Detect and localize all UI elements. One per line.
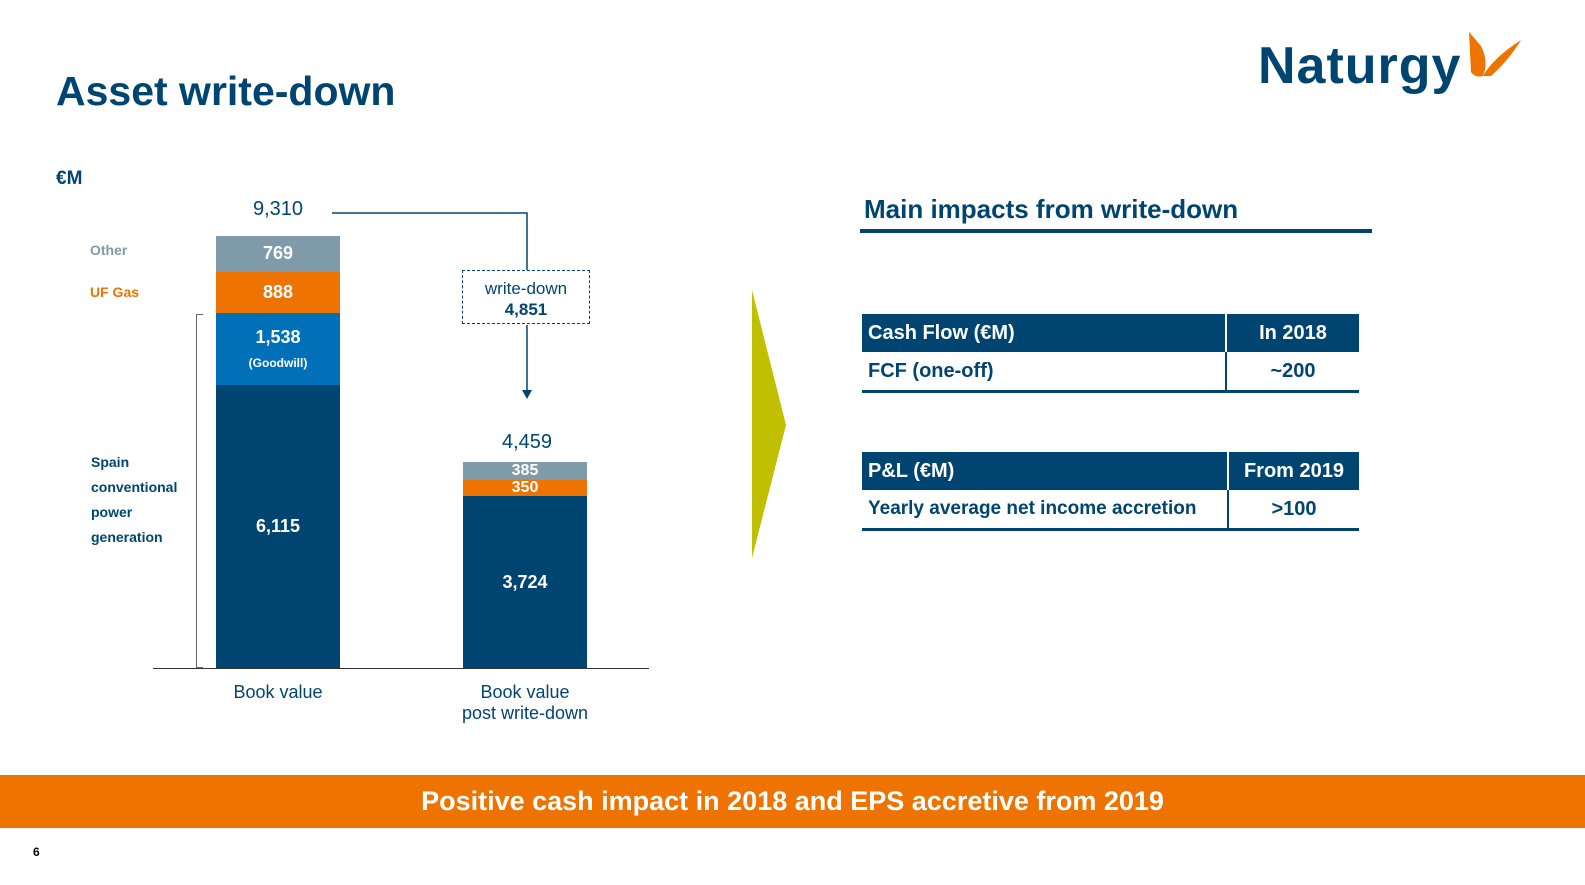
x-label-line: post write-down bbox=[461, 703, 589, 723]
unit-label: €M bbox=[56, 168, 83, 189]
annotation-line: write-down bbox=[484, 279, 568, 298]
bar-segment-other: 769 bbox=[216, 236, 340, 272]
legend-spain: Spain conventional power generation bbox=[91, 450, 177, 550]
cell: Yearly average net income accretion bbox=[862, 490, 1228, 531]
legend-other: Other bbox=[90, 242, 128, 258]
conclusion-banner: Positive cash impact in 2018 and EPS acc… bbox=[0, 775, 1585, 828]
butterfly-icon bbox=[1469, 32, 1522, 77]
bar-post-write-down: 3,724 350 385 bbox=[463, 462, 587, 669]
header-cell: P&L (€M) bbox=[862, 452, 1228, 490]
data-label: 888 bbox=[262, 281, 294, 302]
x-axis bbox=[153, 668, 649, 669]
cell: ~200 bbox=[1225, 352, 1359, 393]
write-down-connector bbox=[332, 212, 532, 399]
legend-spain-line: power bbox=[91, 504, 133, 520]
data-label: 769 bbox=[262, 243, 294, 264]
annotation-line: 4,851 bbox=[504, 300, 548, 319]
bar-segment-uf-gas: 888 bbox=[216, 271, 340, 314]
legend-spain-line: conventional bbox=[91, 479, 178, 495]
data-label: 385 bbox=[511, 461, 539, 479]
write-down-annotation: write-down 4,851 bbox=[462, 270, 590, 324]
bar-segment-spain-conventional-power-generation: 6,115 bbox=[216, 384, 340, 669]
page-number: 6 bbox=[33, 845, 40, 859]
header-cell: In 2018 bbox=[1225, 314, 1359, 352]
naturgy-logo: Naturgy bbox=[1258, 32, 1523, 96]
bracket bbox=[196, 314, 203, 668]
logo-text: Naturgy bbox=[1258, 37, 1462, 95]
data-label: 3,724 bbox=[502, 571, 548, 592]
header-cell: From 2019 bbox=[1227, 452, 1359, 490]
x-label-line: Book value bbox=[480, 682, 570, 702]
header-cell: Cash Flow (€M) bbox=[862, 314, 1226, 352]
total-label: 9,310 bbox=[252, 198, 304, 220]
legend-spain-line: Spain bbox=[91, 454, 130, 470]
data-sublabel: (Goodwill) bbox=[248, 356, 308, 371]
cell: FCF (one-off) bbox=[862, 352, 1226, 393]
total-label: 4,459 bbox=[501, 431, 553, 453]
heading-underline bbox=[860, 229, 1372, 233]
data-label: 6,115 bbox=[255, 516, 301, 537]
bar-book-value: 6,115 1,538 (Goodwill) 888 769 bbox=[216, 236, 340, 669]
legend-spain-line: generation bbox=[91, 529, 163, 545]
cash-flow-table: Cash Flow (€M) In 2018 FCF (one-off) ~200 bbox=[862, 314, 1359, 393]
page-title: Asset write-down bbox=[56, 68, 396, 114]
legend-uf-gas: UF Gas bbox=[90, 284, 140, 300]
bar-segment-other: 385 bbox=[463, 462, 587, 480]
bar-segment-goodwill: 1,538 (Goodwill) bbox=[216, 313, 340, 385]
bar-segment-spain-conventional-power-generation: 3,724 bbox=[463, 495, 587, 669]
pnl-table: P&L (€M) From 2019 Yearly average net inc… bbox=[862, 452, 1359, 531]
cell: >100 bbox=[1227, 490, 1359, 531]
bar-segment-uf-gas: 350 bbox=[463, 478, 587, 496]
x-label-line: Book value bbox=[233, 682, 323, 702]
data-label: 1,538 bbox=[255, 327, 301, 348]
arrow-chevron-icon bbox=[752, 290, 786, 558]
impacts-heading: Main impacts from write-down bbox=[864, 194, 1239, 224]
data-label: 350 bbox=[511, 478, 539, 496]
x-label: Book value bbox=[178, 682, 378, 703]
x-label: Book value post write-down bbox=[425, 682, 625, 724]
